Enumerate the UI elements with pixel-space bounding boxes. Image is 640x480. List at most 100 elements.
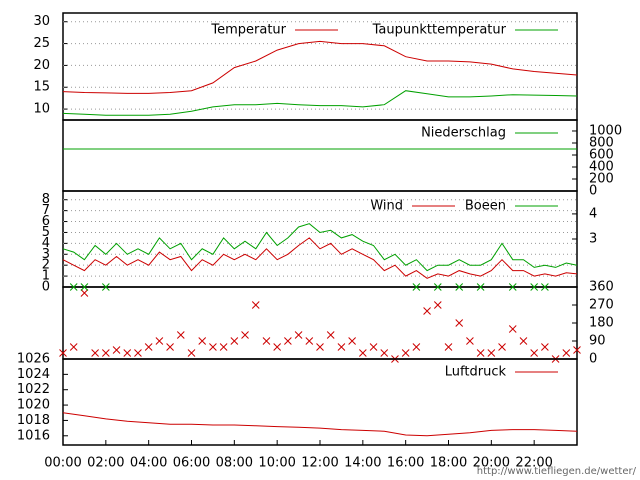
direction-point	[455, 283, 464, 291]
direction-point	[241, 331, 249, 339]
direction-point	[455, 319, 464, 327]
x-tick-label: 10:00	[258, 456, 295, 471]
y-tick-label: 5	[42, 225, 50, 240]
direction-point	[59, 349, 67, 357]
direction-point	[401, 349, 410, 357]
y-tick-label: 30	[33, 14, 50, 29]
y2-tick-label: 200	[589, 171, 614, 186]
y2-tick-label: 600	[589, 147, 614, 162]
series-line	[62, 223, 578, 272]
y-tick-label: 1018	[17, 413, 50, 428]
legend-label: Luftdruck	[445, 365, 507, 380]
direction-point	[251, 301, 260, 309]
x-tick-label: 08:00	[216, 456, 253, 471]
direction-point	[284, 337, 292, 345]
direction-point	[305, 337, 314, 345]
y2-tick-label: 400	[589, 159, 614, 174]
direction-point	[508, 283, 517, 291]
direction-point	[316, 343, 324, 351]
direction-point	[262, 337, 271, 345]
footer-url: http://www.tiefliegen.de/wetter/	[477, 466, 637, 477]
y2-tick-label: 90	[589, 334, 606, 349]
x-tick-label: 22:00	[515, 456, 552, 471]
direction-point	[476, 349, 485, 357]
y2-tick-label: 270	[589, 298, 614, 313]
direction-point	[326, 331, 335, 339]
direction-point	[101, 349, 110, 357]
direction-point	[433, 301, 442, 309]
direction-point	[123, 349, 132, 357]
y-tick-label: 15	[33, 80, 50, 95]
x-tick-label: 20:00	[473, 456, 510, 471]
direction-point	[209, 343, 217, 351]
direction-point	[176, 331, 185, 339]
y-tick-label: 7	[42, 203, 50, 218]
series-line	[62, 237, 578, 279]
direction-point	[69, 283, 78, 291]
direction-point	[562, 349, 571, 357]
y-tick-label: 1022	[17, 382, 50, 397]
direction-point	[101, 283, 110, 291]
direction-point	[433, 283, 442, 291]
series-line	[62, 90, 578, 116]
direction-point	[91, 349, 99, 357]
direction-point	[80, 283, 89, 291]
direction-point	[112, 346, 121, 354]
x-tick-label: 04:00	[130, 456, 167, 471]
direction-point	[219, 343, 228, 351]
y-tick-label: 1016	[17, 428, 50, 443]
y-tick-label: 25	[33, 36, 50, 51]
x-tick-label: 06:00	[173, 456, 210, 471]
y-tick-label: 3	[42, 247, 50, 262]
y-tick-label: 4	[42, 236, 50, 251]
x-tick-label: 12:00	[301, 456, 338, 471]
legend-label: Taupunkttemperatur	[372, 23, 507, 38]
direction-point	[508, 325, 517, 333]
direction-point	[144, 343, 153, 351]
direction-point	[348, 337, 356, 345]
direction-point	[230, 337, 239, 345]
y-tick-label: 0	[42, 280, 50, 295]
direction-point	[541, 283, 549, 291]
x-tick-label: 00:00	[44, 456, 81, 471]
direction-point	[423, 307, 431, 315]
y-tick-label: 1020	[17, 398, 50, 413]
panel-frame	[62, 286, 578, 360]
y2-tick-label: 4	[589, 206, 597, 221]
direction-point	[273, 343, 282, 351]
y2-tick-label: 0	[589, 352, 597, 367]
direction-point	[476, 283, 485, 291]
series-line	[62, 40, 578, 94]
direction-point	[369, 343, 378, 351]
legend-label: Niederschlag	[421, 126, 506, 141]
direction-point	[294, 331, 303, 339]
direction-point	[530, 349, 539, 357]
series-line	[62, 412, 578, 437]
y2-tick-label: 360	[589, 280, 614, 295]
x-tick-label: 02:00	[87, 456, 124, 471]
direction-point	[519, 337, 528, 345]
legend-label: Wind	[370, 199, 403, 214]
direction-point	[134, 349, 142, 357]
direction-point	[69, 343, 78, 351]
direction-point	[444, 343, 453, 351]
direction-point	[155, 337, 164, 345]
y2-tick-label: 0	[589, 184, 597, 199]
direction-point	[498, 343, 506, 351]
legend-label: Boeen	[465, 199, 506, 214]
y-tick-label: 10	[33, 102, 50, 117]
direction-point	[466, 337, 474, 345]
direction-point	[187, 349, 196, 357]
direction-point	[487, 349, 496, 357]
direction-point	[198, 337, 207, 345]
direction-point	[412, 343, 421, 351]
y2-tick-label: 3	[589, 232, 597, 247]
direction-point	[337, 343, 346, 351]
direction-point	[530, 283, 539, 291]
direction-point	[541, 343, 549, 351]
direction-point	[412, 283, 421, 291]
direction-point	[358, 349, 367, 357]
y-tick-label: 8	[42, 192, 50, 207]
x-tick-label: 14:00	[344, 456, 381, 471]
